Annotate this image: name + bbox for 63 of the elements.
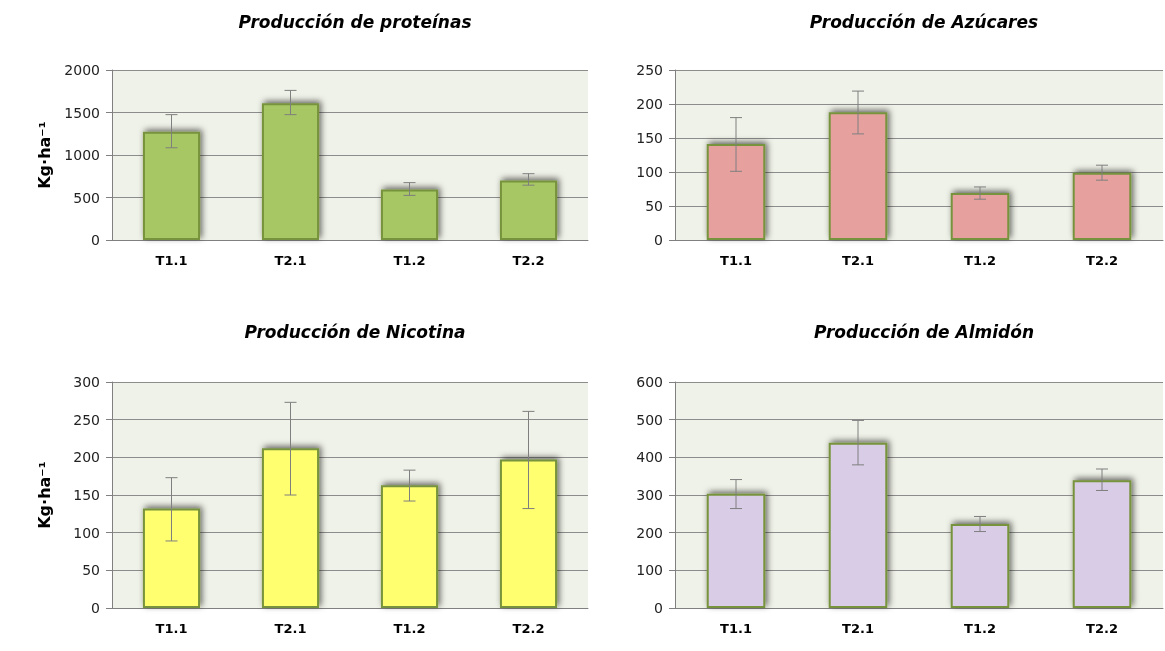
y-tick-label: 200 [636,524,663,541]
y-tick-label: 1000 [64,147,100,163]
chart-title: Producción de Azúcares [809,11,1039,32]
bar [828,442,888,608]
bar [1072,480,1132,608]
bar [828,112,888,240]
y-tick-label: 1500 [64,104,100,121]
bar [499,459,558,608]
y-tick-label: 300 [73,374,100,390]
bar [706,144,766,240]
x-tick-label: T2.1 [274,253,307,268]
x-tick-label: T2.2 [512,253,545,268]
y-tick-label: 400 [636,449,663,466]
bar [380,485,439,608]
x-tick-label: T2.2 [512,621,545,636]
y-tick-label: 2000 [64,62,100,78]
x-tick-label: T1.2 [393,621,426,636]
y-tick-label: 0 [654,600,663,616]
x-tick-label: T2.1 [274,621,307,636]
bar [499,180,558,240]
x-tick-label: T2.2 [1086,621,1118,636]
y-tick-label: 200 [636,96,663,112]
x-tick-label: T1.1 [155,253,188,268]
y-tick-label: 250 [73,411,100,428]
bar [706,493,766,608]
y-tick-label: 100 [636,562,663,579]
y-tick-label: 500 [73,189,100,206]
chart-title: Producción de Nicotina [244,321,466,342]
bar [142,508,201,608]
x-tick-label: T2.1 [842,253,874,268]
x-tick-label: T1.2 [393,253,426,268]
y-tick-label: 100 [636,164,663,180]
bar [261,103,320,240]
y-tick-label: 500 [636,411,663,428]
y-tick-label: 0 [654,232,663,248]
x-tick-label: T1.1 [720,253,752,268]
y-tick-label: 150 [73,487,100,503]
bar [380,189,439,240]
x-tick-label: T2.2 [1086,253,1118,268]
x-tick-label: T2.1 [842,621,874,636]
x-tick-label: T1.1 [155,621,188,636]
y-tick-label: 200 [73,449,100,466]
x-tick-label: T1.1 [720,621,752,636]
y-tick-label: 0 [91,232,100,248]
y-axis-title: Kg·ha⁻¹ [34,121,54,189]
bar [1072,172,1132,240]
y-axis-title: Kg·ha⁻¹ [34,461,54,529]
y-tick-label: 50 [645,198,663,214]
bar [261,448,320,608]
y-tick-label: 100 [73,524,100,541]
y-tick-label: 150 [636,130,663,146]
bar [950,193,1010,240]
y-tick-label: 50 [82,562,100,579]
chart-title: Producción de Almidón [813,321,1035,342]
y-tick-label: 0 [91,600,100,616]
y-tick-label: 250 [636,62,663,78]
bar [142,131,201,240]
bar [950,524,1010,608]
x-tick-label: T1.2 [964,253,996,268]
x-tick-label: T1.2 [964,621,996,636]
y-tick-label: 300 [636,487,663,503]
y-tick-label: 600 [636,374,663,390]
chart-title: Producción de proteínas [238,11,472,32]
